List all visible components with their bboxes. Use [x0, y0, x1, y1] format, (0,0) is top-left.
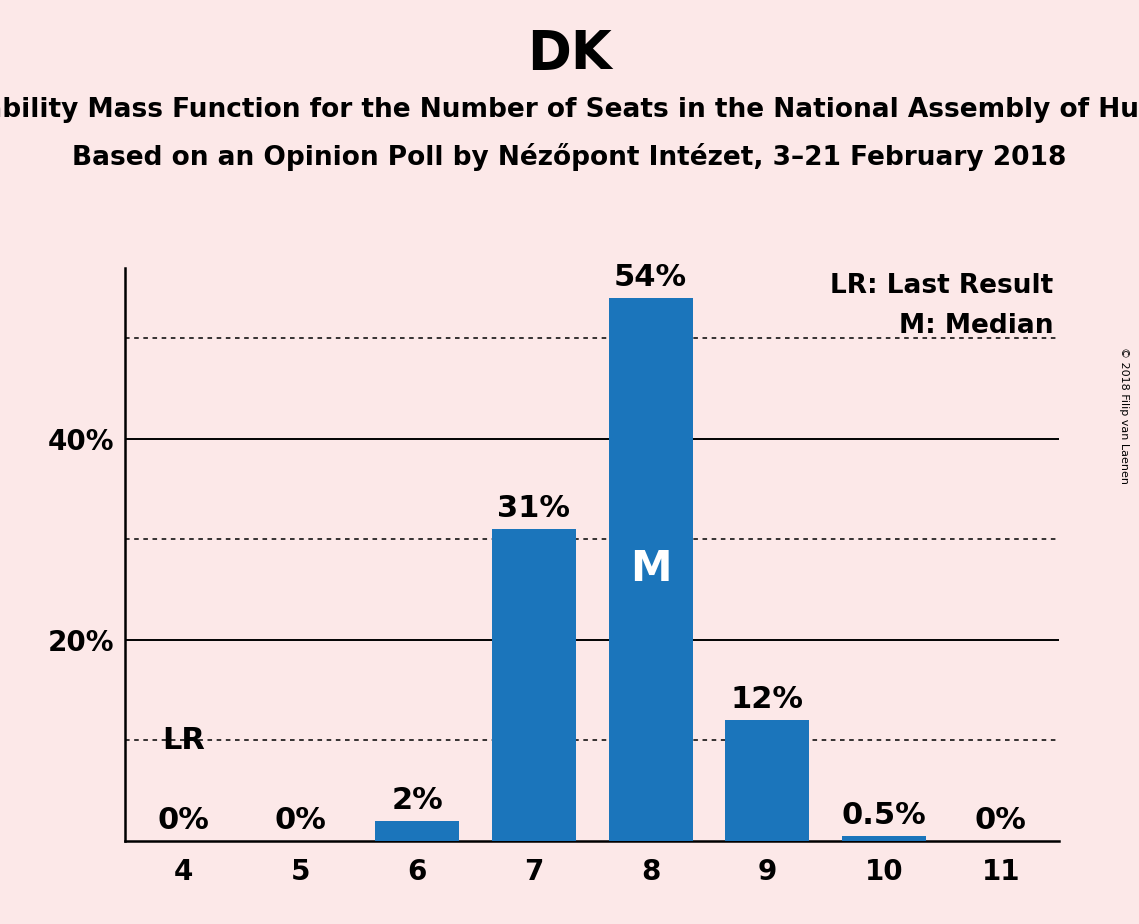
Text: M: M — [630, 549, 671, 590]
Text: M: Median: M: Median — [899, 313, 1054, 339]
Text: 0.5%: 0.5% — [842, 801, 926, 830]
Text: 54%: 54% — [614, 263, 687, 292]
Bar — [726, 720, 810, 841]
Text: 0%: 0% — [975, 806, 1027, 834]
Text: 12%: 12% — [731, 686, 804, 714]
Bar — [842, 836, 926, 841]
Text: © 2018 Filip van Laenen: © 2018 Filip van Laenen — [1120, 347, 1129, 484]
Text: Based on an Opinion Poll by Nézőpont Intézet, 3–21 February 2018: Based on an Opinion Poll by Nézőpont Int… — [72, 143, 1067, 171]
Bar — [608, 298, 693, 841]
Bar — [375, 821, 459, 841]
Text: 31%: 31% — [498, 494, 571, 523]
Text: 2%: 2% — [392, 785, 443, 815]
Text: LR: LR — [162, 726, 205, 756]
Text: DK: DK — [527, 28, 612, 79]
Text: 0%: 0% — [157, 806, 210, 834]
Bar — [492, 529, 576, 841]
Text: LR: Last Result: LR: Last Result — [830, 273, 1054, 299]
Text: 0%: 0% — [274, 806, 327, 834]
Text: Probability Mass Function for the Number of Seats in the National Assembly of Hu: Probability Mass Function for the Number… — [0, 97, 1139, 123]
